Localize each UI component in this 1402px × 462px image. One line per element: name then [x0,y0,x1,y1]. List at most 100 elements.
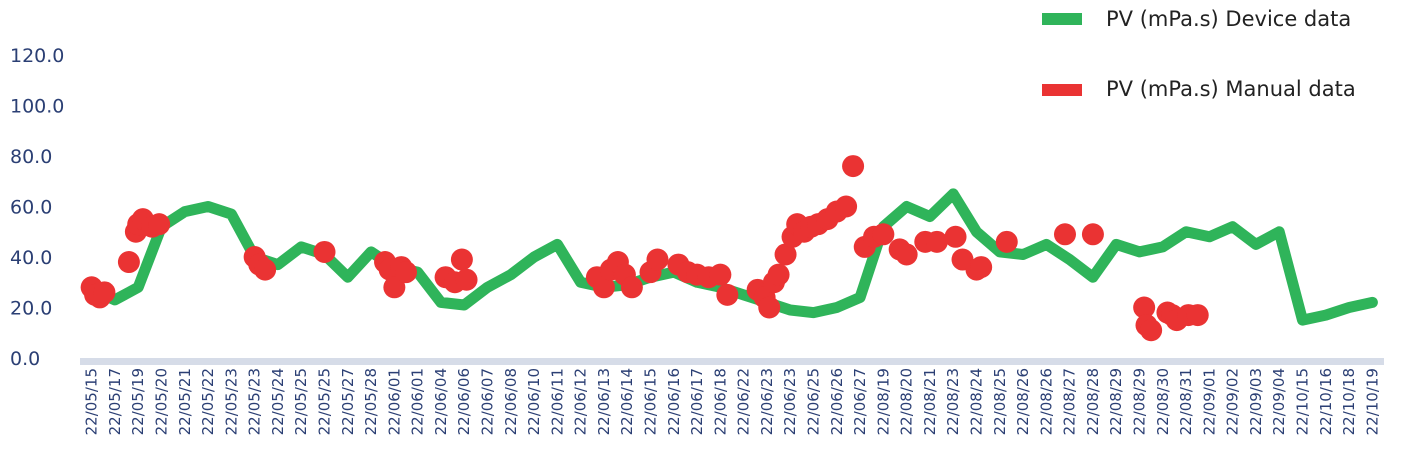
device-data-point [811,310,816,315]
manual-data-point [646,248,669,271]
device-data-point [532,255,537,259]
device-data-point [1114,242,1119,247]
x-tick-label: 22/08/21 [921,368,939,435]
x-tick-label: 22/06/10 [525,368,543,435]
device-data-point [438,300,443,305]
device-data-point [1090,275,1095,280]
device-data-point [229,212,234,217]
manual-data-point [1140,319,1163,342]
device-data-point [555,242,560,247]
x-tick-label: 22/08/30 [1154,368,1172,435]
device-data-point [369,249,374,254]
manual-data-point [117,251,140,274]
manual-data-point [925,230,948,253]
legend-swatch-device [1042,13,1082,25]
manual-data-point [1186,304,1209,327]
x-tick-label: 22/08/29 [1107,368,1125,435]
manual-data-point [313,240,336,263]
manual-data-point [716,283,739,306]
legend-swatch-manual [1042,84,1082,96]
x-tick-label: 22/08/25 [991,368,1009,435]
x-tick-label: 22/06/13 [595,368,613,435]
device-data-point [1137,249,1142,254]
device-data-point [136,285,141,290]
device-data-point [112,297,117,302]
y-axis: 0.0 20.0 40.0 60.0 80.0 100.0 120.0 [10,45,64,370]
manual-data-point [995,230,1018,253]
x-tick-label: 22/06/23 [758,368,776,435]
x-tick-label: 22/06/08 [502,368,520,435]
device-data-point [1230,224,1235,229]
manual-data-point [455,268,478,291]
plot-area [80,155,1378,342]
device-data-point [508,272,513,277]
device-data-point [182,209,187,214]
device-data-point [1253,242,1258,247]
device-data-point [858,295,863,300]
device-data-point [904,204,909,209]
device-data-point [1277,229,1282,234]
manual-data-point [767,263,790,286]
manual-data-point [93,281,116,304]
manual-data-point [1133,296,1156,319]
device-data-point [275,262,280,267]
x-tick-label: 22/05/17 [106,368,124,435]
legend: PV (mPa.s) Device data PV (mPa.s) Manual… [1042,7,1356,101]
x-tick-label: 22/05/24 [269,368,287,435]
x-tick-label: 22/06/17 [688,368,706,435]
manual-data-point [872,223,895,246]
x-tick-label: 22/05/22 [199,368,217,435]
device-data-point [974,229,979,234]
x-tick-label: 22/06/16 [665,368,683,435]
manual-data-point [758,296,781,319]
x-tick-label: 22/06/22 [735,368,753,435]
x-tick-label: 22/10/19 [1363,368,1381,435]
x-tick-label: 22/06/15 [642,368,660,435]
manual-data-point [1081,223,1104,246]
x-tick-label: 22/08/26 [1014,368,1032,435]
device-data-point [299,244,304,249]
x-tick-label: 22/05/15 [83,368,101,435]
y-tick-label: 0.0 [10,348,40,370]
manual-data-point [774,243,797,266]
x-tick-label: 22/06/12 [572,368,590,435]
device-data-point [1021,252,1026,257]
device-data-point [578,280,583,285]
x-tick-label: 22/08/19 [874,368,892,435]
device-data-point [1160,244,1165,249]
x-tick-label: 22/06/06 [455,368,473,435]
manual-data-point [592,276,615,299]
x-tick-label: 22/06/07 [479,368,497,435]
device-data-point [741,292,746,297]
device-data-point [1067,257,1072,262]
device-data-point [345,275,350,280]
x-tick-label: 22/06/23 [781,368,799,435]
legend-label-device: PV (mPa.s) Device data [1106,7,1351,31]
x-tick-label: 22/06/01 [409,368,427,435]
manual-data-point [383,276,406,299]
manual-data-point [835,195,858,218]
x-tick-label: 22/06/14 [618,368,636,435]
y-tick-label: 80.0 [10,146,52,168]
x-tick-label: 22/10/15 [1294,368,1312,435]
x-tick-label: 22/05/19 [129,368,147,435]
x-tick-label: 22/08/31 [1177,368,1195,435]
manual-data-point [254,258,277,281]
manual-data-point [395,261,417,284]
manual-data-point [1053,223,1076,246]
x-axis: 22/05/15 22/05/17 22/05/19 22/05/20 22/05/21… [80,358,1384,435]
x-tick-label: 22/06/26 [828,368,846,435]
x-tick-label: 22/09/01 [1200,368,1218,435]
legend-label-manual: PV (mPa.s) Manual data [1106,77,1356,101]
x-tick-label: 22/08/26 [1037,368,1055,435]
x-axis-line [80,358,1384,365]
device-data-point [462,302,467,307]
x-tick-label: 22/10/18 [1340,368,1358,435]
x-tick-label: 22/06/25 [805,368,823,435]
device-data-point [1347,305,1352,310]
x-tick-label: 22/05/20 [153,368,171,435]
x-tick-label: 22/06/18 [711,368,729,435]
device-data-point [834,305,839,310]
manual-data-point [148,213,171,236]
